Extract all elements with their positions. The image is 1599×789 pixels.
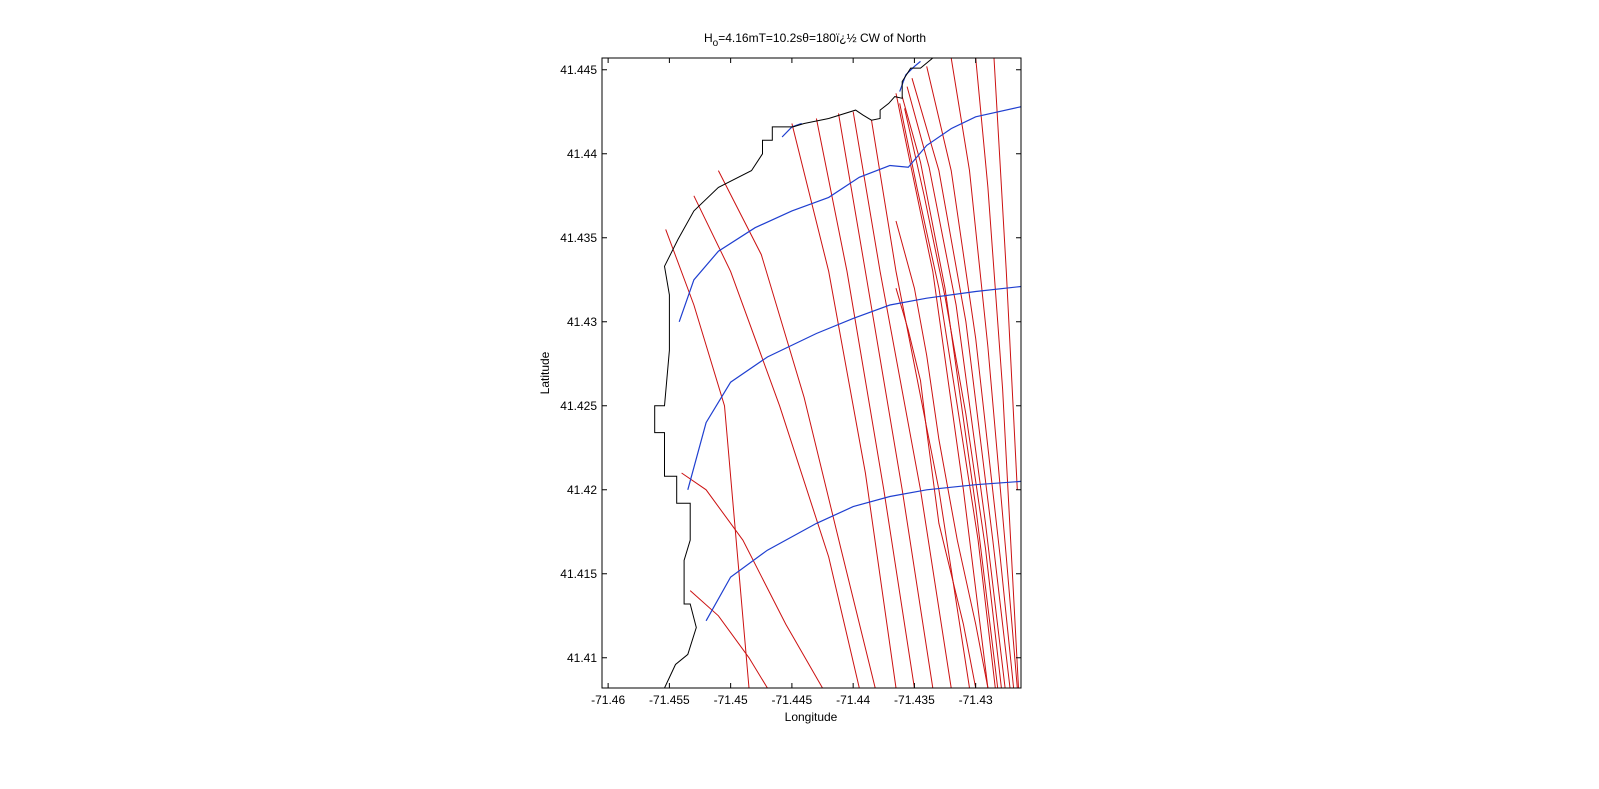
wave-crest-line — [899, 60, 921, 92]
wave-ray-line — [895, 220, 989, 688]
wave-ray-line — [911, 78, 1011, 688]
wave-ray-line — [926, 66, 1015, 688]
wave-crest-line — [678, 106, 1021, 322]
coastline — [654, 58, 934, 688]
wave-ray-line — [689, 590, 768, 688]
wave-ray-line — [871, 120, 970, 688]
wave-ray-line — [717, 170, 876, 688]
x-tick-label: -71.43 — [959, 693, 993, 707]
x-tick-label: -71.44 — [836, 693, 870, 707]
y-tick-label: 41.415 — [560, 567, 597, 581]
x-tick-label: -71.45 — [714, 693, 748, 707]
y-axis-label: Latitude — [538, 351, 552, 394]
wave-ray-line — [904, 108, 1002, 688]
wave-crest-line — [705, 480, 1021, 622]
wave-ray-line — [838, 113, 934, 688]
wave-ray-line — [895, 93, 989, 688]
wave-ray-line — [899, 103, 996, 688]
wave-ray-line — [993, 58, 1018, 490]
x-tick-label: -71.435 — [894, 693, 935, 707]
y-tick-label: 41.41 — [567, 651, 597, 665]
axes: -71.46 -71.455 -71.45 -71.445 -71.44 -71.435 -… — [560, 57, 1022, 707]
chart-title: Ho=4.16mT=10.2sθ=180ï¿½ CW of North — [704, 31, 926, 49]
wave-ray-line — [852, 111, 952, 688]
wave-ray-line — [681, 472, 823, 688]
title-subscript: o — [713, 38, 719, 49]
wave-ray-line — [901, 96, 999, 688]
wave-ray-line — [665, 229, 750, 688]
title-main: H — [704, 31, 713, 45]
axes-frame — [601, 57, 1022, 689]
svg-text:Ho=4.16mT=10.2sθ=180ï¿½ CW of: Ho=4.16mT=10.2sθ=180ï¿½ CW of North — [704, 31, 926, 49]
wave-ray-line — [906, 86, 1006, 688]
wave-ray-line — [895, 288, 977, 688]
x-axis-label: Longitude — [785, 710, 838, 724]
y-tick-label: 41.43 — [567, 315, 597, 329]
y-tick-label: 41.44 — [567, 147, 597, 161]
wave-crest-line — [687, 285, 1021, 490]
y-tick-label: 41.445 — [560, 63, 597, 77]
wave-ray-line — [950, 58, 1018, 688]
plot-area — [654, 58, 1021, 688]
x-tick-label: -71.46 — [591, 693, 625, 707]
wave-ray-line — [693, 195, 860, 688]
wave-ray-line — [791, 123, 897, 688]
wave-ray-line — [975, 58, 1019, 688]
x-tick-label: -71.445 — [772, 693, 813, 707]
y-tick-label: 41.425 — [560, 399, 597, 413]
y-tick-label: 41.42 — [567, 483, 597, 497]
title-rest: =4.16mT=10.2sθ=180ï¿½ CW of North — [718, 31, 926, 45]
x-tick-label: -71.455 — [649, 693, 690, 707]
wave-ray-line — [815, 118, 915, 688]
y-tick-label: 41.435 — [560, 231, 597, 245]
